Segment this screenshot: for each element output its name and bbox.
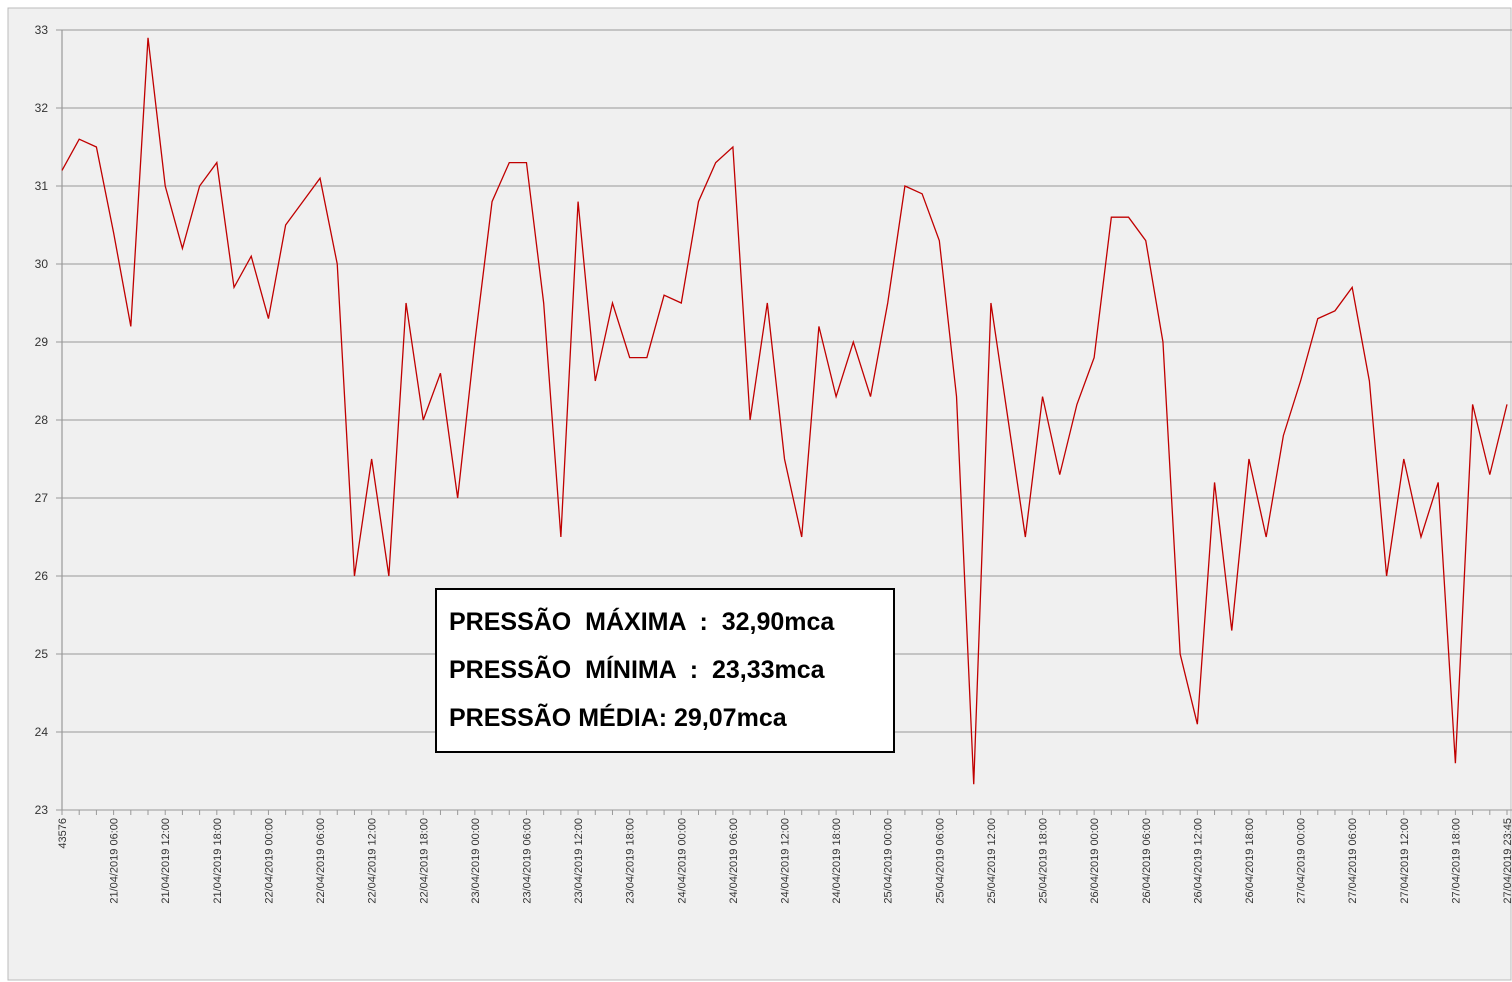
x-tick-label: 27/04/2019 00:00 <box>1296 818 1308 904</box>
x-tick-label: 22/04/2019 12:00 <box>367 818 379 904</box>
annotation-box <box>435 588 895 753</box>
x-tick-label: 23/04/2019 00:00 <box>470 818 482 904</box>
y-tick-label: 23 <box>35 803 49 817</box>
x-tick-label: 24/04/2019 12:00 <box>780 818 792 904</box>
y-tick-label: 31 <box>35 179 49 193</box>
y-tick-label: 26 <box>35 569 49 583</box>
x-tick-label: 21/04/2019 12:00 <box>160 818 172 904</box>
x-tick-label: 23/04/2019 12:00 <box>573 818 585 904</box>
y-tick-label: 24 <box>35 725 49 739</box>
x-tick-label: 21/04/2019 18:00 <box>212 818 224 904</box>
y-tick-label: 30 <box>35 257 49 271</box>
annotation: PRESSÃO MÁXIMA : 32,90mca <box>449 606 835 636</box>
x-tick-label: 26/04/2019 12:00 <box>1192 818 1204 904</box>
line-series <box>61 37 1508 785</box>
x-tick-label: 22/04/2019 00:00 <box>263 818 275 904</box>
y-tick-label: 32 <box>35 101 49 115</box>
x-tick-label: 26/04/2019 18:00 <box>1244 818 1256 904</box>
x-tick-label: 27/04/2019 12:00 <box>1399 818 1411 904</box>
x-tick-label: 25/04/2019 00:00 <box>883 818 895 904</box>
x-tick-label: 23/04/2019 06:00 <box>521 818 533 904</box>
x-tick-label: 23/04/2019 18:00 <box>625 818 637 904</box>
x-tick-label: 27/04/2019 06:00 <box>1347 818 1359 904</box>
x-tick-label: 43576 <box>57 818 69 849</box>
x-tick-label: 24/04/2019 06:00 <box>728 818 740 904</box>
x-tick-label: 24/04/2019 18:00 <box>831 818 843 904</box>
y-tick-label: 33 <box>35 23 49 37</box>
y-tick-label: 29 <box>35 335 49 349</box>
x-tick-label: 24/04/2019 00:00 <box>676 818 688 904</box>
y-tick-label: 25 <box>35 647 49 661</box>
x-tick-label: 25/04/2019 12:00 <box>986 818 998 904</box>
x-tick-label: 21/04/2019 06:00 <box>109 818 121 904</box>
x-tick-label: 25/04/2019 06:00 <box>934 818 946 904</box>
x-tick-label: 27/04/2019 18:00 <box>1450 818 1462 904</box>
x-tick-label: 26/04/2019 00:00 <box>1089 818 1101 904</box>
x-tick-label: 26/04/2019 06:00 <box>1141 818 1153 904</box>
x-tick-label: 27/04/2019 23:45 <box>1502 818 1512 904</box>
chart-area <box>7 7 1512 981</box>
annotation: PRESSÃO MÉDIA: 29,07mca <box>449 702 788 732</box>
y-tick-label: 28 <box>35 413 49 427</box>
y-tick-label: 27 <box>35 491 49 505</box>
x-tick-label: 25/04/2019 18:00 <box>1038 818 1050 904</box>
annotation: PRESSÃO MÍNIMA : 23,33mca <box>449 654 826 684</box>
x-tick-label: 22/04/2019 06:00 <box>315 818 327 904</box>
x-tick-label: 22/04/2019 18:00 <box>418 818 430 904</box>
